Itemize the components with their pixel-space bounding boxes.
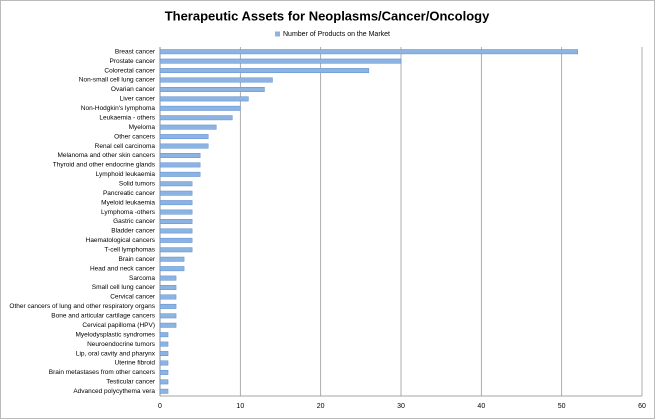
x-tick-label: 50 [558,403,566,410]
bar [159,153,201,158]
y-tick-label: Other cancers [114,133,156,140]
bar [159,219,193,224]
y-tick-label: Uterine fibroid [115,360,156,367]
bar [159,266,185,272]
y-tick-label: Prostate cancer [109,58,155,65]
bar [159,360,169,366]
y-tick-label: Brain cancer [119,256,156,263]
bar [159,171,201,177]
bar [159,49,578,55]
bar [159,190,193,196]
bar [159,115,233,121]
legend-swatch [275,31,280,37]
bar [159,275,177,281]
legend-label: Number of Products on the Market [283,31,390,38]
bar [159,388,169,394]
bar [159,124,217,130]
y-tick-label: Gastric cancer [113,218,156,225]
bar [159,247,193,253]
x-tick-label: 0 [158,403,162,410]
y-tick-label: Cervical cancer [110,294,156,301]
y-tick-label: Advanced polycythema vera [73,388,155,395]
x-tick-label: 60 [638,403,646,410]
bar [159,256,185,262]
bar [159,351,169,357]
x-tick-label: 30 [397,403,405,410]
y-tick-label: Neuroendocrine tumors [87,341,156,348]
y-tick-label: Bladder cancer [111,228,156,235]
bar [159,86,265,92]
y-tick-label: Bone and articular cartilage cancers [51,313,155,320]
y-tick-label: Head and neck cancer [90,265,156,272]
y-tick-label: Breast cancer [115,48,156,55]
bar [159,162,201,168]
y-tick-label: Non-Hodgkin's lymphoma [81,105,156,112]
y-tick-label: T-cell lymphomas [104,247,155,254]
y-tick-label: Haematological cancers [86,237,156,244]
y-tick-label: Colorectal cancer [104,67,155,74]
bar [159,332,169,338]
y-tick-label: Solid tumors [119,180,156,187]
y-tick-label: Lymphoma -others [101,209,156,216]
bar [159,58,402,64]
bar [159,341,169,347]
bar [159,105,241,111]
bar [159,285,177,290]
bar [159,200,193,206]
y-tick-label: Brain metastases from other cancers [49,369,156,376]
bar [159,369,169,375]
bar [159,96,249,102]
y-tick-label: Leukaemia - others [99,114,155,121]
y-tick-label: Myelodysplastic syndromes [76,331,156,338]
y-tick-label: Other cancers of lung and other respirat… [9,303,155,310]
y-tick-label: Melanoma and other skin cancers [57,152,155,159]
bar [159,181,193,187]
y-tick-label: Sarcoma [129,275,155,282]
chart-title: Therapeutic Assets for Neoplasms/Cancer/… [165,8,490,23]
y-tick-label: Ovarian cancer [111,86,156,93]
y-tick-label: Myeloid leukaemia [101,199,155,206]
x-tick-label: 40 [477,403,485,410]
y-tick-label: Renal cell carcinoma [95,143,156,150]
x-tick-label: 20 [317,403,325,410]
bar [159,313,177,319]
bar [159,134,209,140]
bar [159,143,209,149]
bar [159,77,273,83]
y-tick-label: Lip, oral cavity and pharynx [76,350,156,357]
bar [159,303,177,309]
y-tick-label: Pancreatic cancer [103,190,156,197]
y-tick-label: Testicular cancer [106,379,156,386]
bar [159,228,193,234]
bar [159,379,169,385]
bar [159,68,370,74]
y-tick-label: Small cell lung cancer [92,284,156,291]
y-tick-label: Lymphoid leukaemia [96,171,156,178]
bar [159,237,193,243]
y-tick-label: Cervical papilloma (HPV) [82,322,155,329]
y-tick-label: Myeloma [129,124,156,131]
bar [159,209,193,215]
y-tick-label: Thyroid and other endocrine glands [53,162,156,169]
bar [159,322,177,328]
y-tick-label: Non-small cell lung cancer [79,77,156,84]
y-tick-label: Liver cancer [120,96,156,103]
bar [159,294,177,300]
x-tick-label: 10 [236,403,244,410]
